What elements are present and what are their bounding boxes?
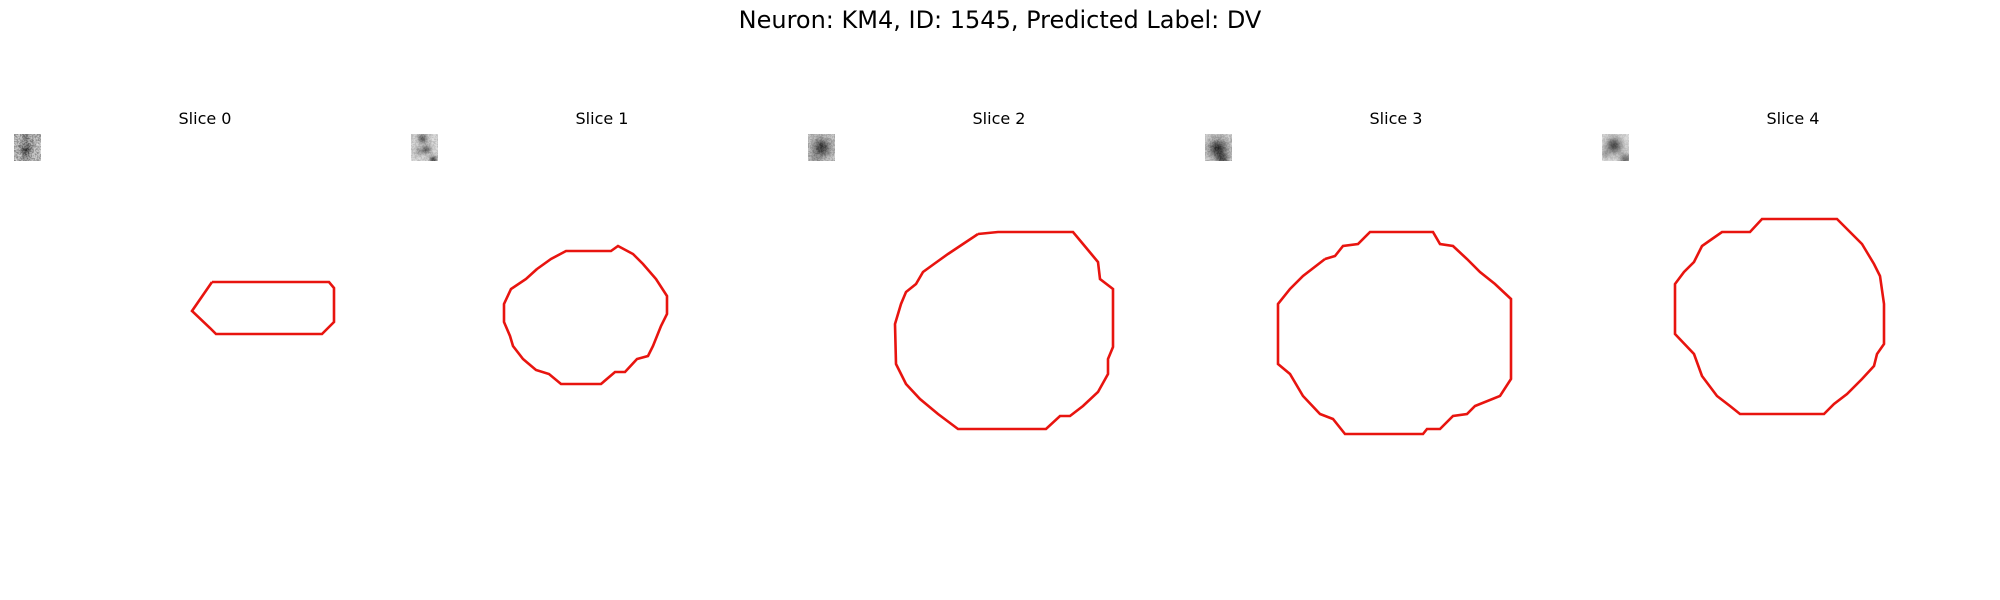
slice-image bbox=[14, 134, 396, 516]
slice-title: Slice 0 bbox=[178, 109, 232, 128]
roi-contour bbox=[893, 230, 1115, 431]
roi-contour bbox=[502, 244, 669, 386]
slice-panel-0: Slice 0 bbox=[14, 108, 396, 516]
grayscale-slice bbox=[1602, 134, 1629, 161]
slice-title: Slice 2 bbox=[972, 109, 1026, 128]
roi-contour bbox=[1276, 230, 1513, 436]
slice-panel-1: Slice 1 bbox=[411, 108, 793, 516]
grayscale-slice bbox=[14, 134, 41, 161]
roi-contour bbox=[1673, 217, 1886, 416]
slice-panel-3: Slice 3 bbox=[1205, 108, 1587, 516]
slice-panel-4: Slice 4 bbox=[1602, 108, 1984, 516]
roi-contour bbox=[190, 280, 336, 336]
slice-image bbox=[1602, 134, 1984, 516]
slice-image bbox=[411, 134, 793, 516]
figure-title: Neuron: KM4, ID: 1545, Predicted Label: … bbox=[738, 6, 1262, 34]
slice-title: Slice 4 bbox=[1766, 109, 1820, 128]
grayscale-slice bbox=[808, 134, 835, 161]
slice-image bbox=[1205, 134, 1587, 516]
slice-title: Slice 3 bbox=[1369, 109, 1423, 128]
slice-image bbox=[808, 134, 1190, 516]
grayscale-slice bbox=[411, 134, 438, 161]
slice-panel-2: Slice 2 bbox=[808, 108, 1190, 516]
grayscale-slice bbox=[1205, 134, 1232, 161]
slice-title: Slice 1 bbox=[575, 109, 629, 128]
